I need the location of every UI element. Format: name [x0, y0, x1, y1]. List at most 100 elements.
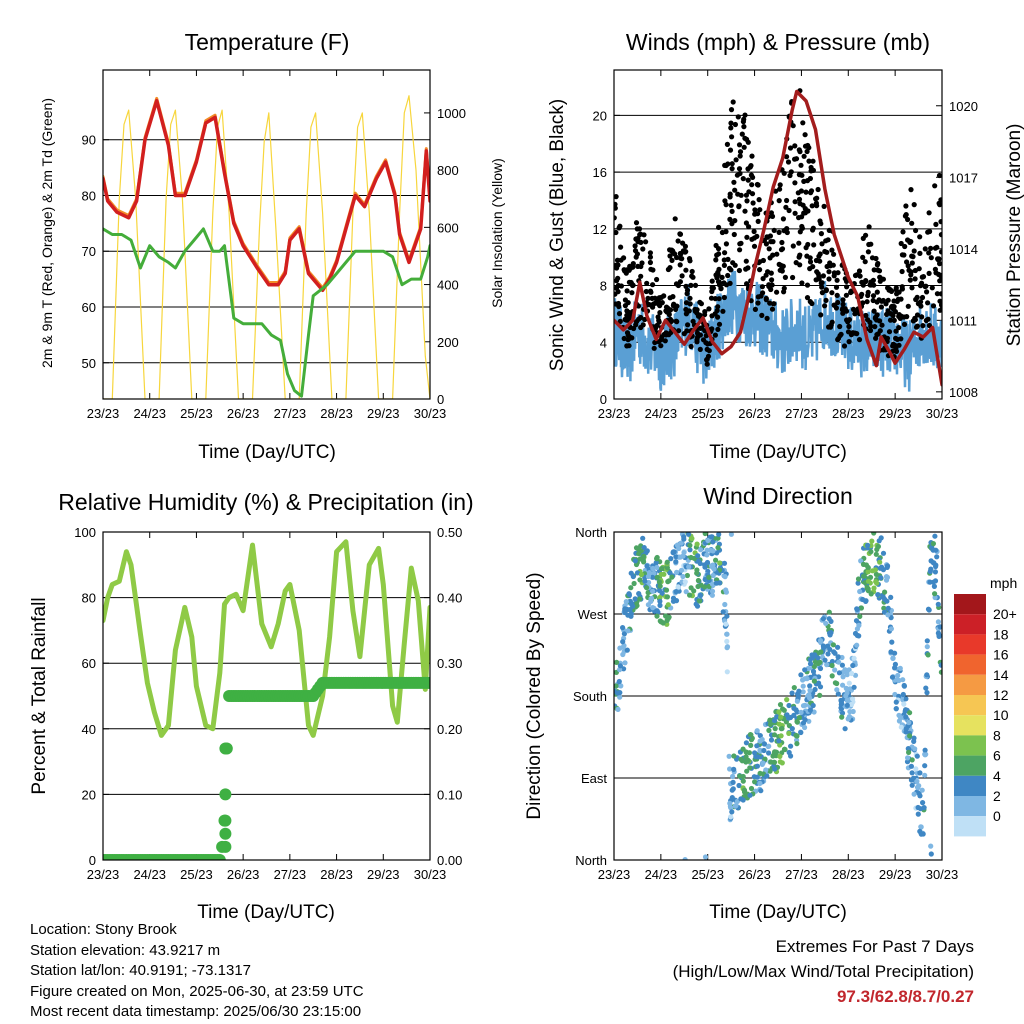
- wind-direction-point: [728, 814, 734, 820]
- gust-point: [938, 249, 942, 255]
- gust-point: [799, 280, 805, 286]
- winds-y2-tick-label: 1008: [949, 385, 978, 400]
- gust-point: [782, 274, 789, 280]
- wind-direction-point: [920, 800, 926, 806]
- wind-direction-point: [708, 547, 714, 553]
- gust-point: [819, 241, 825, 247]
- wind-direction-point: [856, 633, 862, 639]
- gust-point: [736, 203, 742, 209]
- gust-point: [888, 311, 894, 317]
- gust-point: [868, 241, 874, 247]
- wind-direction-point: [829, 662, 835, 669]
- wind-direction-point: [875, 543, 882, 550]
- wind-direction-point: [768, 737, 775, 743]
- wind-direction-point: [903, 714, 909, 720]
- wind-direction-point: [831, 649, 837, 655]
- legend-label: 8: [993, 727, 1001, 743]
- gust-point: [728, 267, 734, 273]
- wind-direction-point: [651, 570, 657, 576]
- wind-direction-point: [794, 741, 800, 747]
- gust-point: [677, 279, 684, 285]
- winds-y-tick-label: 16: [593, 165, 607, 180]
- wind-direction-point: [772, 766, 778, 772]
- wind-direction-point: [695, 577, 702, 584]
- legend-color-9: [954, 775, 986, 796]
- wind-direction-point: [786, 749, 792, 756]
- gust-point: [648, 266, 654, 272]
- gust-point: [697, 325, 704, 331]
- wind-direction-point: [702, 564, 708, 570]
- gust-point: [729, 161, 735, 167]
- gust-point: [777, 182, 783, 188]
- gust-point: [640, 246, 646, 252]
- gust-point: [713, 272, 719, 278]
- gust-point: [736, 166, 743, 172]
- plot-area: [103, 539, 430, 860]
- gust-point: [763, 241, 770, 247]
- gust-point: [722, 162, 728, 168]
- wind-direction-point: [762, 756, 768, 762]
- direction-ylabel-left: Direction (Colored By Speed): [524, 572, 545, 819]
- gust-point: [674, 303, 680, 309]
- gust-point: [683, 267, 689, 273]
- wind-direction-point: [858, 558, 864, 564]
- wind-direction-point: [687, 542, 693, 548]
- gust-point: [715, 326, 721, 332]
- wind-direction-point: [680, 553, 686, 559]
- gust-point: [823, 287, 829, 293]
- wind-direction-point: [771, 759, 778, 765]
- gust-point: [887, 317, 894, 323]
- humidity-x-tick-label: 26/23: [227, 867, 260, 882]
- wind-direction-point: [754, 743, 760, 749]
- gust-point: [841, 343, 848, 349]
- gust-point: [755, 294, 761, 300]
- gust-point: [790, 123, 796, 129]
- gust-point: [737, 149, 744, 155]
- wind-direction-point: [826, 609, 832, 615]
- wind-direction-point: [754, 763, 761, 769]
- gust-point: [784, 154, 790, 160]
- gust-point: [920, 274, 927, 280]
- gust-point: [776, 229, 782, 235]
- gust-point: [915, 301, 922, 307]
- wind-direction-point: [644, 548, 650, 554]
- gust-point: [822, 303, 828, 309]
- wind-direction-point: [683, 589, 689, 595]
- gust-point: [721, 262, 728, 268]
- gust-point: [787, 145, 794, 151]
- wind-direction-point: [783, 719, 790, 725]
- wind-direction-point: [687, 592, 693, 598]
- wind-direction-point: [618, 683, 624, 689]
- gust-point: [725, 272, 731, 279]
- extremes-values: 97.3/62.8/8.7/0.27: [836, 987, 974, 1006]
- gust-point: [674, 254, 680, 261]
- gust-point: [898, 240, 904, 247]
- wind-direction-point: [706, 574, 712, 581]
- gust-point: [728, 120, 734, 126]
- gust-point: [618, 283, 625, 289]
- wind-direction-point: [668, 556, 674, 562]
- gust-point: [766, 246, 772, 252]
- gust-point: [893, 348, 900, 354]
- gust-point: [785, 159, 792, 165]
- gust-point: [831, 270, 838, 276]
- gust-point: [810, 264, 816, 270]
- legend-label: 4: [993, 768, 1001, 784]
- legend-color-11: [954, 816, 986, 837]
- gust-point: [900, 229, 906, 235]
- gust-point: [877, 328, 883, 334]
- wind-direction-point: [931, 583, 938, 590]
- winds-x-tick-label: 24/23: [645, 406, 678, 421]
- legend-color-1: [954, 614, 986, 635]
- winds-x-tick-label: 27/23: [785, 406, 818, 421]
- wind-direction-point: [829, 658, 836, 665]
- wind-direction-point: [888, 649, 894, 655]
- gust-point: [854, 331, 860, 337]
- wind-direction-point: [631, 580, 637, 587]
- plot-area: [614, 532, 942, 860]
- gust-point: [732, 187, 738, 193]
- gust-point: [729, 134, 735, 140]
- gust-point: [765, 234, 771, 240]
- wind-direction-point: [800, 683, 806, 689]
- wind-direction-point: [757, 733, 763, 739]
